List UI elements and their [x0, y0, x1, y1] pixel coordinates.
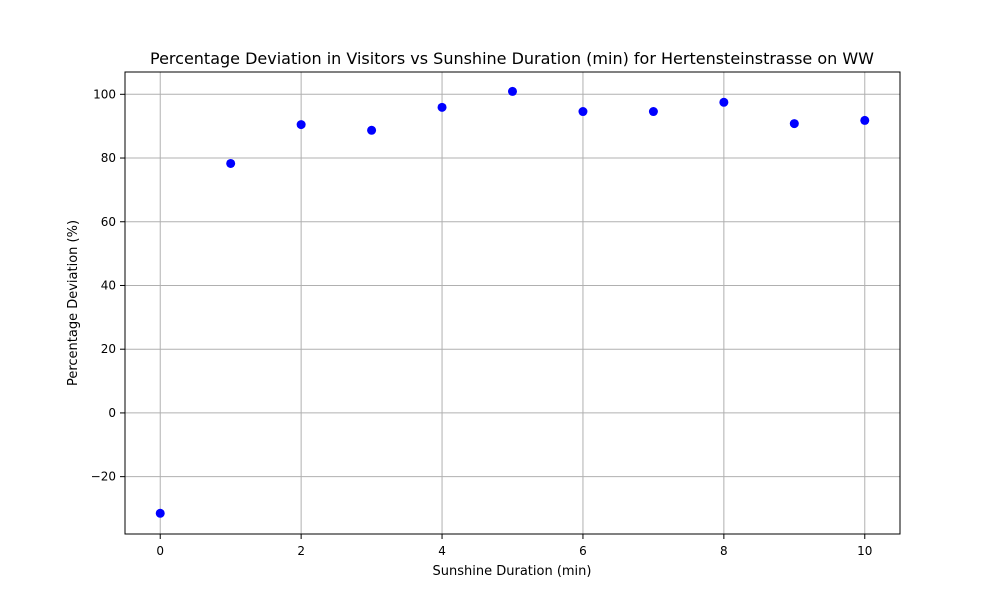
axis-ticks: 0 2 4 6 8 10 −20 0 20 40 60 80 100	[91, 87, 873, 558]
data-point	[296, 120, 306, 130]
y-tick-label: 60	[101, 215, 116, 229]
x-tick-label: 2	[297, 544, 305, 558]
y-tick-label: −20	[91, 470, 116, 484]
y-tick-label: 40	[101, 278, 116, 292]
plot-area-frame	[124, 71, 901, 535]
y-tick-label: 0	[108, 406, 116, 420]
x-tick-label: 6	[579, 544, 587, 558]
data-point	[719, 97, 729, 107]
chart-title: Percentage Deviation in Visitors vs Suns…	[150, 49, 874, 68]
data-point	[155, 508, 165, 518]
y-axis-label: Percentage Deviation (%)	[66, 220, 81, 386]
data-points	[155, 86, 870, 518]
grid	[125, 72, 900, 534]
x-tick-label: 0	[156, 544, 164, 558]
data-point	[437, 102, 447, 112]
x-tick-label: 8	[720, 544, 728, 558]
y-tick-label: 100	[93, 87, 116, 101]
data-point	[367, 125, 377, 135]
x-tick-label: 4	[438, 544, 446, 558]
x-axis-label: Sunshine Duration (min)	[433, 564, 592, 579]
data-point	[508, 86, 517, 96]
x-tick-label: 10	[857, 544, 872, 558]
y-tick-label: 80	[101, 151, 116, 165]
data-point	[789, 119, 799, 129]
data-point	[578, 107, 588, 117]
data-point	[860, 115, 870, 125]
data-point	[226, 158, 236, 168]
y-tick-label: 20	[101, 342, 116, 356]
data-point	[648, 107, 658, 117]
